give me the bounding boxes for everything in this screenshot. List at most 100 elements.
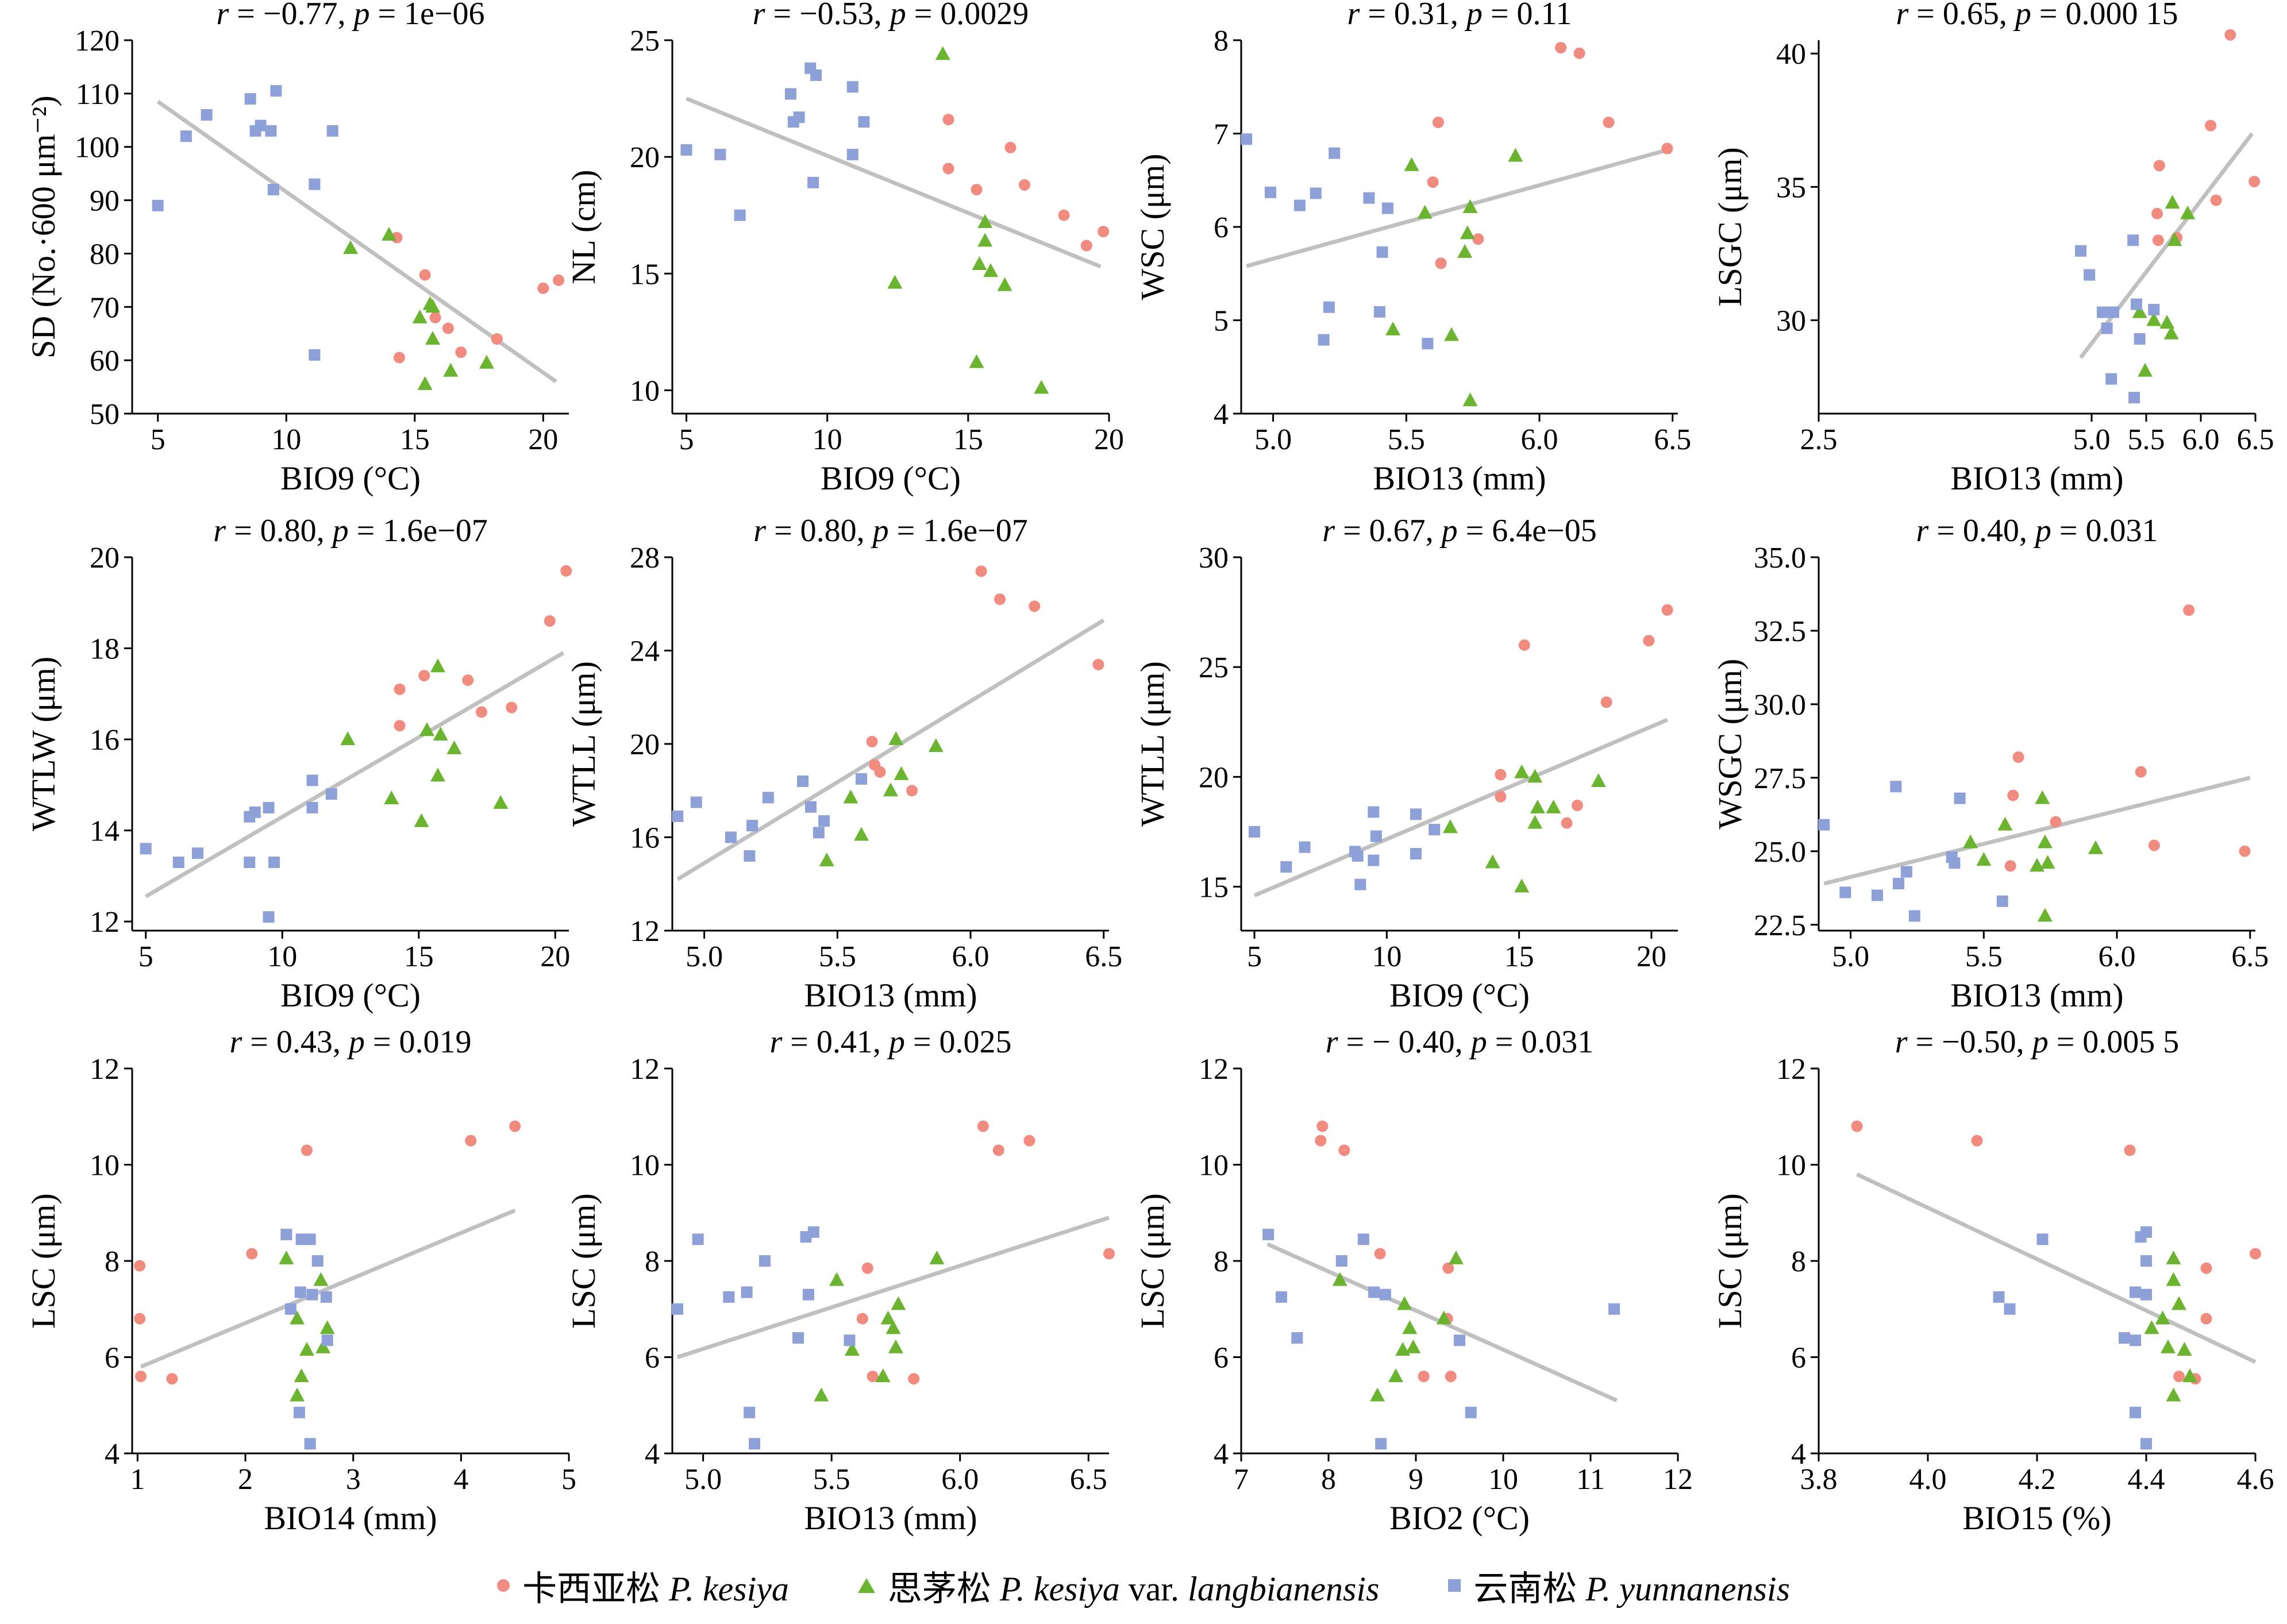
point-yunnanensis [818,815,830,827]
stat-annotation: r = 0.41, p = 0.025 [770,1024,1012,1060]
point-yunnanensis [244,857,256,869]
y-tick-label: 8 [1214,25,1229,57]
point-yunnanensis [797,776,809,787]
point-kesiya [2224,29,2236,41]
point-langbianensis [977,214,993,228]
point-yunnanensis [1310,187,1322,199]
point-yunnanensis [1368,854,1380,866]
point-kesiya [1661,142,1673,155]
point-langbianensis [343,240,358,254]
scatter-panel-4: 30 35 40 2.5 5.0 5.5 6.0 6.5 BIO13 (mm) LSGC (μm)… [1711,0,2274,497]
point-yunnanensis [2140,1438,2152,1450]
legend: 卡西亚松 P. kesiya 思茅松 P. kesiya var. langbi… [0,1557,2287,1614]
point-yunnanensis [1275,1291,1287,1303]
point-kesiya [394,683,406,695]
point-langbianensis [414,813,429,827]
point-yunnanensis [309,349,321,361]
point-yunnanensis [1335,1255,1347,1267]
point-yunnanensis [734,209,746,221]
point-kesiya [866,735,878,747]
point-langbianensis [1444,327,1460,341]
point-kesiya [553,274,565,286]
point-kesiya [2004,860,2016,872]
y-tick-label: 70 [90,291,120,324]
point-langbianensis [382,226,397,241]
point-kesiya [1603,117,1615,128]
point-kesiya [476,706,487,718]
point-yunnanensis [304,1233,316,1245]
point-langbianensis [2163,325,2179,340]
x-tick-label: 5.0 [686,940,723,973]
x-tick-label: 5.0 [1254,423,1292,456]
x-axis-label: BIO9 (°C) [1389,977,1530,1014]
y-tick-label: 10 [90,1149,120,1182]
y-tick-label: 15 [1199,871,1229,904]
point-yunnanensis [1357,1233,1369,1245]
scatter-panel-6: 12 16 20 24 28 5.0 5.5 6.0 6.5 BIO13 (mm) WTLL (μm… [565,513,1122,1014]
point-langbianensis [2166,1272,2181,1286]
point-langbianensis [888,731,904,745]
point-langbianensis [430,658,445,673]
point-langbianensis [1332,1272,1347,1286]
x-tick-label: 5.5 [1388,423,1425,456]
point-yunnanensis [792,1332,804,1344]
stat-annotation: r = 0.67, p = 6.4e−05 [1322,513,1596,549]
point-yunnanensis [1908,910,1920,922]
y-tick-label: 8 [105,1245,120,1278]
point-langbianensis [935,46,950,60]
point-yunnanensis [1241,133,1253,145]
point-yunnanensis [140,843,152,855]
point-langbianensis [2132,304,2147,318]
point-langbianensis [419,722,434,736]
point-langbianensis [875,1368,891,1382]
point-yunnanensis [306,774,318,786]
point-kesiya [134,1313,146,1325]
point-langbianensis [1402,1320,1418,1334]
point-yunnanensis [810,69,822,81]
x-axis-label: BIO13 (mm) [804,977,977,1014]
y-tick-label: 6 [645,1342,660,1375]
point-yunnanensis [1293,199,1306,211]
y-axis-label: WTLL (μm) [1134,661,1171,827]
point-kesiya [1555,42,1567,53]
y-axis-label: SD (No.·600 μm⁻²) [25,95,62,358]
point-yunnanensis [1379,1289,1391,1301]
point-langbianensis [1514,764,1530,778]
point-langbianensis [997,277,1012,291]
x-tick-label: 5 [679,423,694,456]
point-yunnanensis [1900,866,1912,878]
stat-annotation: r = −0.50, p = 0.005 5 [1895,1024,2180,1060]
point-yunnanensis [1318,334,1330,346]
y-tick-label: 10 [1776,1149,1806,1182]
point-langbianensis [2037,834,2053,848]
scatter-panel-8: 22.5 25.0 27.5 30.0 32.5 35.0 5.0 5.5 6.0 6.5 BIO1… [1711,513,2269,1014]
y-tick-label: 22.5 [1754,909,1806,942]
x-axis-label: BIO9 (°C) [280,460,421,497]
point-yunnanensis [2119,1332,2130,1344]
point-kesiya [1561,817,1573,829]
point-kesiya [861,1262,873,1274]
point-langbianensis [885,1320,901,1334]
point-langbianensis [894,766,909,780]
point-langbianensis [2030,858,2045,872]
y-axis-label: LSC (μm) [1711,1193,1749,1329]
point-yunnanensis [759,1255,771,1267]
x-tick-label: 6.0 [941,1463,979,1496]
x-axis-label: BIO9 (°C) [821,460,961,497]
point-yunnanensis [152,199,164,211]
point-kesiya [2135,766,2147,778]
x-axis-label: BIO14 (mm) [264,1499,437,1537]
fit-line [1823,776,2251,886]
point-yunnanensis [804,801,817,813]
point-langbianensis [425,331,441,345]
scatter-panel-2: 10 15 20 25 5 10 15 20 BIO9 (°C) NL (cm) r = −0.53… [565,0,1124,497]
point-kesiya [1643,635,1655,647]
y-tick-label: 30.0 [1754,689,1806,722]
point-langbianensis [1388,1368,1404,1382]
point-yunnanensis [249,806,261,818]
point-langbianensis [1404,157,1419,171]
point-yunnanensis [1363,192,1375,204]
y-tick-label: 8 [1214,1245,1229,1278]
point-yunnanensis [1352,850,1364,862]
point-langbianensis [433,727,448,741]
